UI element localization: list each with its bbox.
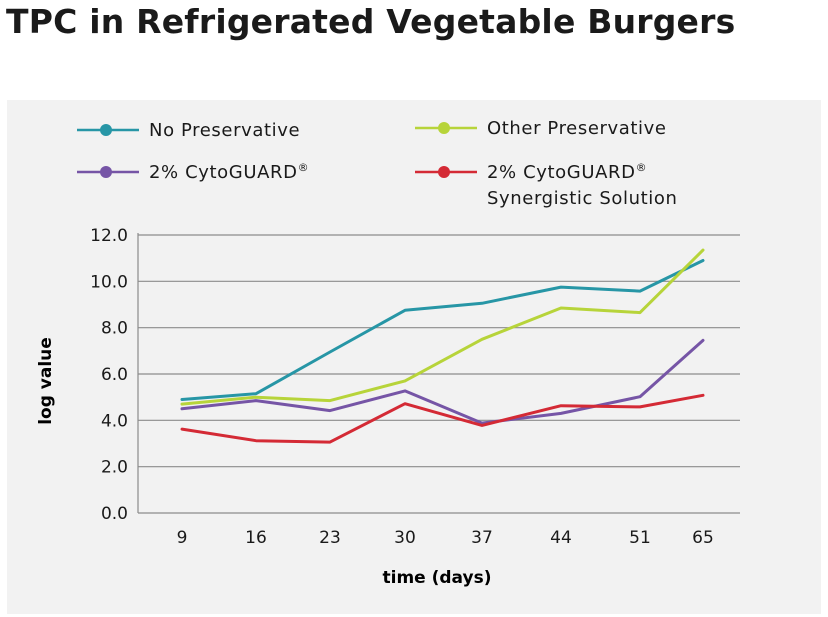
series-lines bbox=[180, 248, 705, 444]
legend-label-line2: Synergistic Solution bbox=[487, 188, 677, 209]
x-tick-label: 9 bbox=[177, 528, 188, 548]
legend-label: 2% CytoGUARD® bbox=[487, 161, 647, 183]
series-line-3 bbox=[180, 393, 705, 444]
registered-mark: ® bbox=[636, 161, 648, 174]
x-axis: 9 16 23 30 37 44 51 65 bbox=[177, 528, 714, 548]
x-tick-label: 65 bbox=[692, 528, 714, 548]
grid-lines bbox=[138, 234, 740, 514]
legend-swatch-marker bbox=[100, 166, 112, 178]
series-line-1 bbox=[180, 248, 705, 406]
line-chart: No Preservative Other Preservative 2% Cyto… bbox=[36, 118, 740, 588]
y-tick-label: 0.0 bbox=[101, 504, 128, 524]
y-axis-title: log value bbox=[36, 337, 56, 425]
legend-item-1: Other Preservative bbox=[415, 118, 667, 139]
legend: No Preservative Other Preservative 2% Cyto… bbox=[77, 118, 677, 209]
legend-label-text: 2% CytoGUARD bbox=[487, 162, 636, 183]
legend-item-0: No Preservative bbox=[77, 120, 300, 141]
x-tick-label: 51 bbox=[629, 528, 651, 548]
legend-swatch-marker bbox=[100, 124, 112, 136]
y-tick-label: 12.0 bbox=[90, 226, 128, 246]
legend-swatch-marker bbox=[438, 166, 450, 178]
legend-label-text: No Preservative bbox=[149, 120, 300, 141]
y-tick-label: 8.0 bbox=[101, 319, 128, 339]
x-tick-label: 30 bbox=[394, 528, 416, 548]
legend-label: 2% CytoGUARD® bbox=[149, 161, 309, 183]
x-tick-label: 37 bbox=[471, 528, 493, 548]
legend-item-3: 2% CytoGUARD® Synergistic Solution bbox=[415, 161, 677, 209]
legend-swatch-marker bbox=[438, 122, 450, 134]
legend-label-text: Other Preservative bbox=[487, 118, 667, 139]
registered-mark: ® bbox=[298, 161, 310, 174]
legend-label-text: 2% CytoGUARD bbox=[149, 162, 298, 183]
x-tick-label: 16 bbox=[245, 528, 267, 548]
y-tick-label: 6.0 bbox=[101, 365, 128, 385]
y-tick-label: 10.0 bbox=[90, 272, 128, 292]
chart-title: TPC in Refrigerated Vegetable Burgers bbox=[6, 2, 736, 41]
x-tick-label: 23 bbox=[319, 528, 341, 548]
series-line-0 bbox=[180, 259, 705, 401]
x-axis-title: time (days) bbox=[383, 568, 492, 588]
legend-item-2: 2% CytoGUARD® bbox=[77, 161, 309, 183]
legend-label: No Preservative bbox=[149, 120, 300, 141]
series-line-2 bbox=[180, 338, 705, 425]
y-axis: 0.0 2.0 4.0 6.0 8.0 10.0 12.0 bbox=[90, 226, 139, 524]
y-tick-label: 4.0 bbox=[101, 411, 128, 431]
y-tick-label: 2.0 bbox=[101, 458, 128, 478]
x-tick-label: 44 bbox=[550, 528, 572, 548]
legend-label: Other Preservative bbox=[487, 118, 667, 139]
chart-panel: No Preservative Other Preservative 2% Cyto… bbox=[7, 100, 821, 614]
